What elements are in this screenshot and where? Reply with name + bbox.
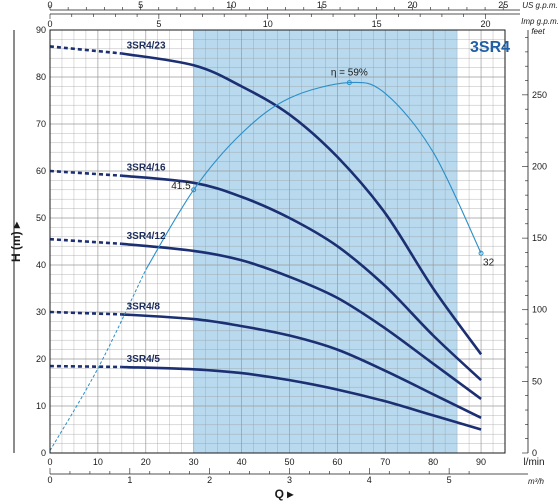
- y-axis-title: H (m) ▸: [9, 221, 23, 262]
- feet-tick-label: 50: [532, 376, 542, 386]
- x-unit-main: l/min: [523, 457, 544, 468]
- efficiency-marker: [478, 250, 484, 256]
- y-tick-label: 10: [36, 401, 46, 411]
- imp-gpm-tick-label: 5: [156, 19, 161, 29]
- curve-3SR4-8-dashed: [49, 310, 122, 316]
- feet-unit: feet: [531, 27, 545, 36]
- y-tick-label: 30: [36, 307, 46, 317]
- x-axis-title: Q ▸: [275, 487, 295, 501]
- efficiency-end-label: 32: [483, 257, 495, 268]
- efficiency-curve-dashed: [49, 269, 147, 451]
- us-gpm-tick-label: 25: [498, 0, 508, 10]
- efficiency-marker: [346, 80, 352, 86]
- feet-tick-label: 200: [532, 161, 547, 171]
- m3h-tick-label: 2: [207, 475, 212, 485]
- x-tick-label: 30: [189, 457, 199, 467]
- y-tick-label: 0: [41, 448, 46, 458]
- us-gpm-tick-label: 0: [47, 0, 52, 10]
- us-gpm-unit: US g.p.m.: [522, 1, 558, 10]
- m3h-unit: m³/h: [528, 477, 545, 486]
- x-tick-label: 60: [332, 457, 342, 467]
- m3h-tick-label: 5: [447, 475, 452, 485]
- m3h-tick-label: 4: [367, 475, 372, 485]
- y-tick-label: 70: [36, 119, 46, 129]
- x-tick-label: 40: [237, 457, 247, 467]
- x-tick-label: 0: [47, 457, 52, 467]
- efficiency-peak-label: η = 59%: [331, 68, 368, 79]
- imp-gpm-unit: Imp g.p.m.: [521, 17, 559, 26]
- curve-3SR4-12-dashed: [49, 237, 122, 246]
- us-gpm-tick-label: 20: [408, 0, 418, 10]
- m3h-tick-label: 0: [47, 475, 52, 485]
- m3h-tick-label: 1: [127, 475, 132, 485]
- us-gpm-tick-label: 15: [317, 0, 327, 10]
- y-tick-label: 50: [36, 213, 46, 223]
- us-gpm-tick-label: 10: [226, 0, 236, 10]
- feet-tick-label: 0: [532, 448, 537, 458]
- us-gpm-tick-label: 5: [138, 0, 143, 10]
- efficiency-curve-solid: [145, 81, 482, 270]
- curve-label-3SR4-12: 3SR4/12: [127, 231, 166, 242]
- x-tick-label: 50: [284, 457, 294, 467]
- curve-3SR4-23: [121, 52, 483, 356]
- curve-3SR4-8: [121, 313, 482, 419]
- feet-tick-label: 100: [532, 305, 547, 315]
- efficiency-start-label: 41.5: [171, 181, 191, 192]
- curve-label-3SR4-8: 3SR4/8: [127, 301, 161, 312]
- imp-gpm-tick-label: 20: [480, 19, 490, 29]
- feet-tick-label: 150: [532, 233, 547, 243]
- curve-3SR4-23-dashed: [49, 45, 122, 55]
- efficiency-curve: [49, 80, 484, 451]
- curve-label-3SR4-16: 3SR4/16: [127, 163, 166, 174]
- curve-3SR4-16-dashed: [49, 169, 122, 177]
- y-tick-label: 60: [36, 166, 46, 176]
- model-title: 3SR4: [470, 39, 510, 56]
- curve-3SR4-16: [121, 174, 482, 382]
- x-tick-label: 10: [93, 457, 103, 467]
- y-tick-label: 40: [36, 260, 46, 270]
- efficiency-marker: [191, 187, 197, 193]
- x-tick-label: 90: [476, 457, 486, 467]
- curve-3SR4-5: [121, 365, 482, 431]
- y-tick-label: 90: [36, 25, 46, 35]
- imp-gpm-tick-label: 10: [263, 19, 273, 29]
- y-tick-label: 20: [36, 354, 46, 364]
- m3h-tick-label: 3: [287, 475, 292, 485]
- y-tick-label: 80: [36, 72, 46, 82]
- curve-3SR4-5-dashed: [49, 364, 122, 369]
- imp-gpm-tick-label: 15: [372, 19, 382, 29]
- x-tick-label: 70: [380, 457, 390, 467]
- feet-tick-label: 250: [532, 90, 547, 100]
- curve-label-3SR4-23: 3SR4/23: [127, 41, 166, 52]
- curve-label-3SR4-5: 3SR4/5: [127, 354, 161, 365]
- x-tick-label: 80: [428, 457, 438, 467]
- curves: [49, 45, 483, 431]
- curve-3SR4-12: [121, 242, 482, 400]
- axes: [13, 5, 529, 475]
- x-tick-label: 20: [141, 457, 151, 467]
- imp-gpm-tick-label: 0: [47, 19, 52, 29]
- plot-frame: [49, 29, 506, 454]
